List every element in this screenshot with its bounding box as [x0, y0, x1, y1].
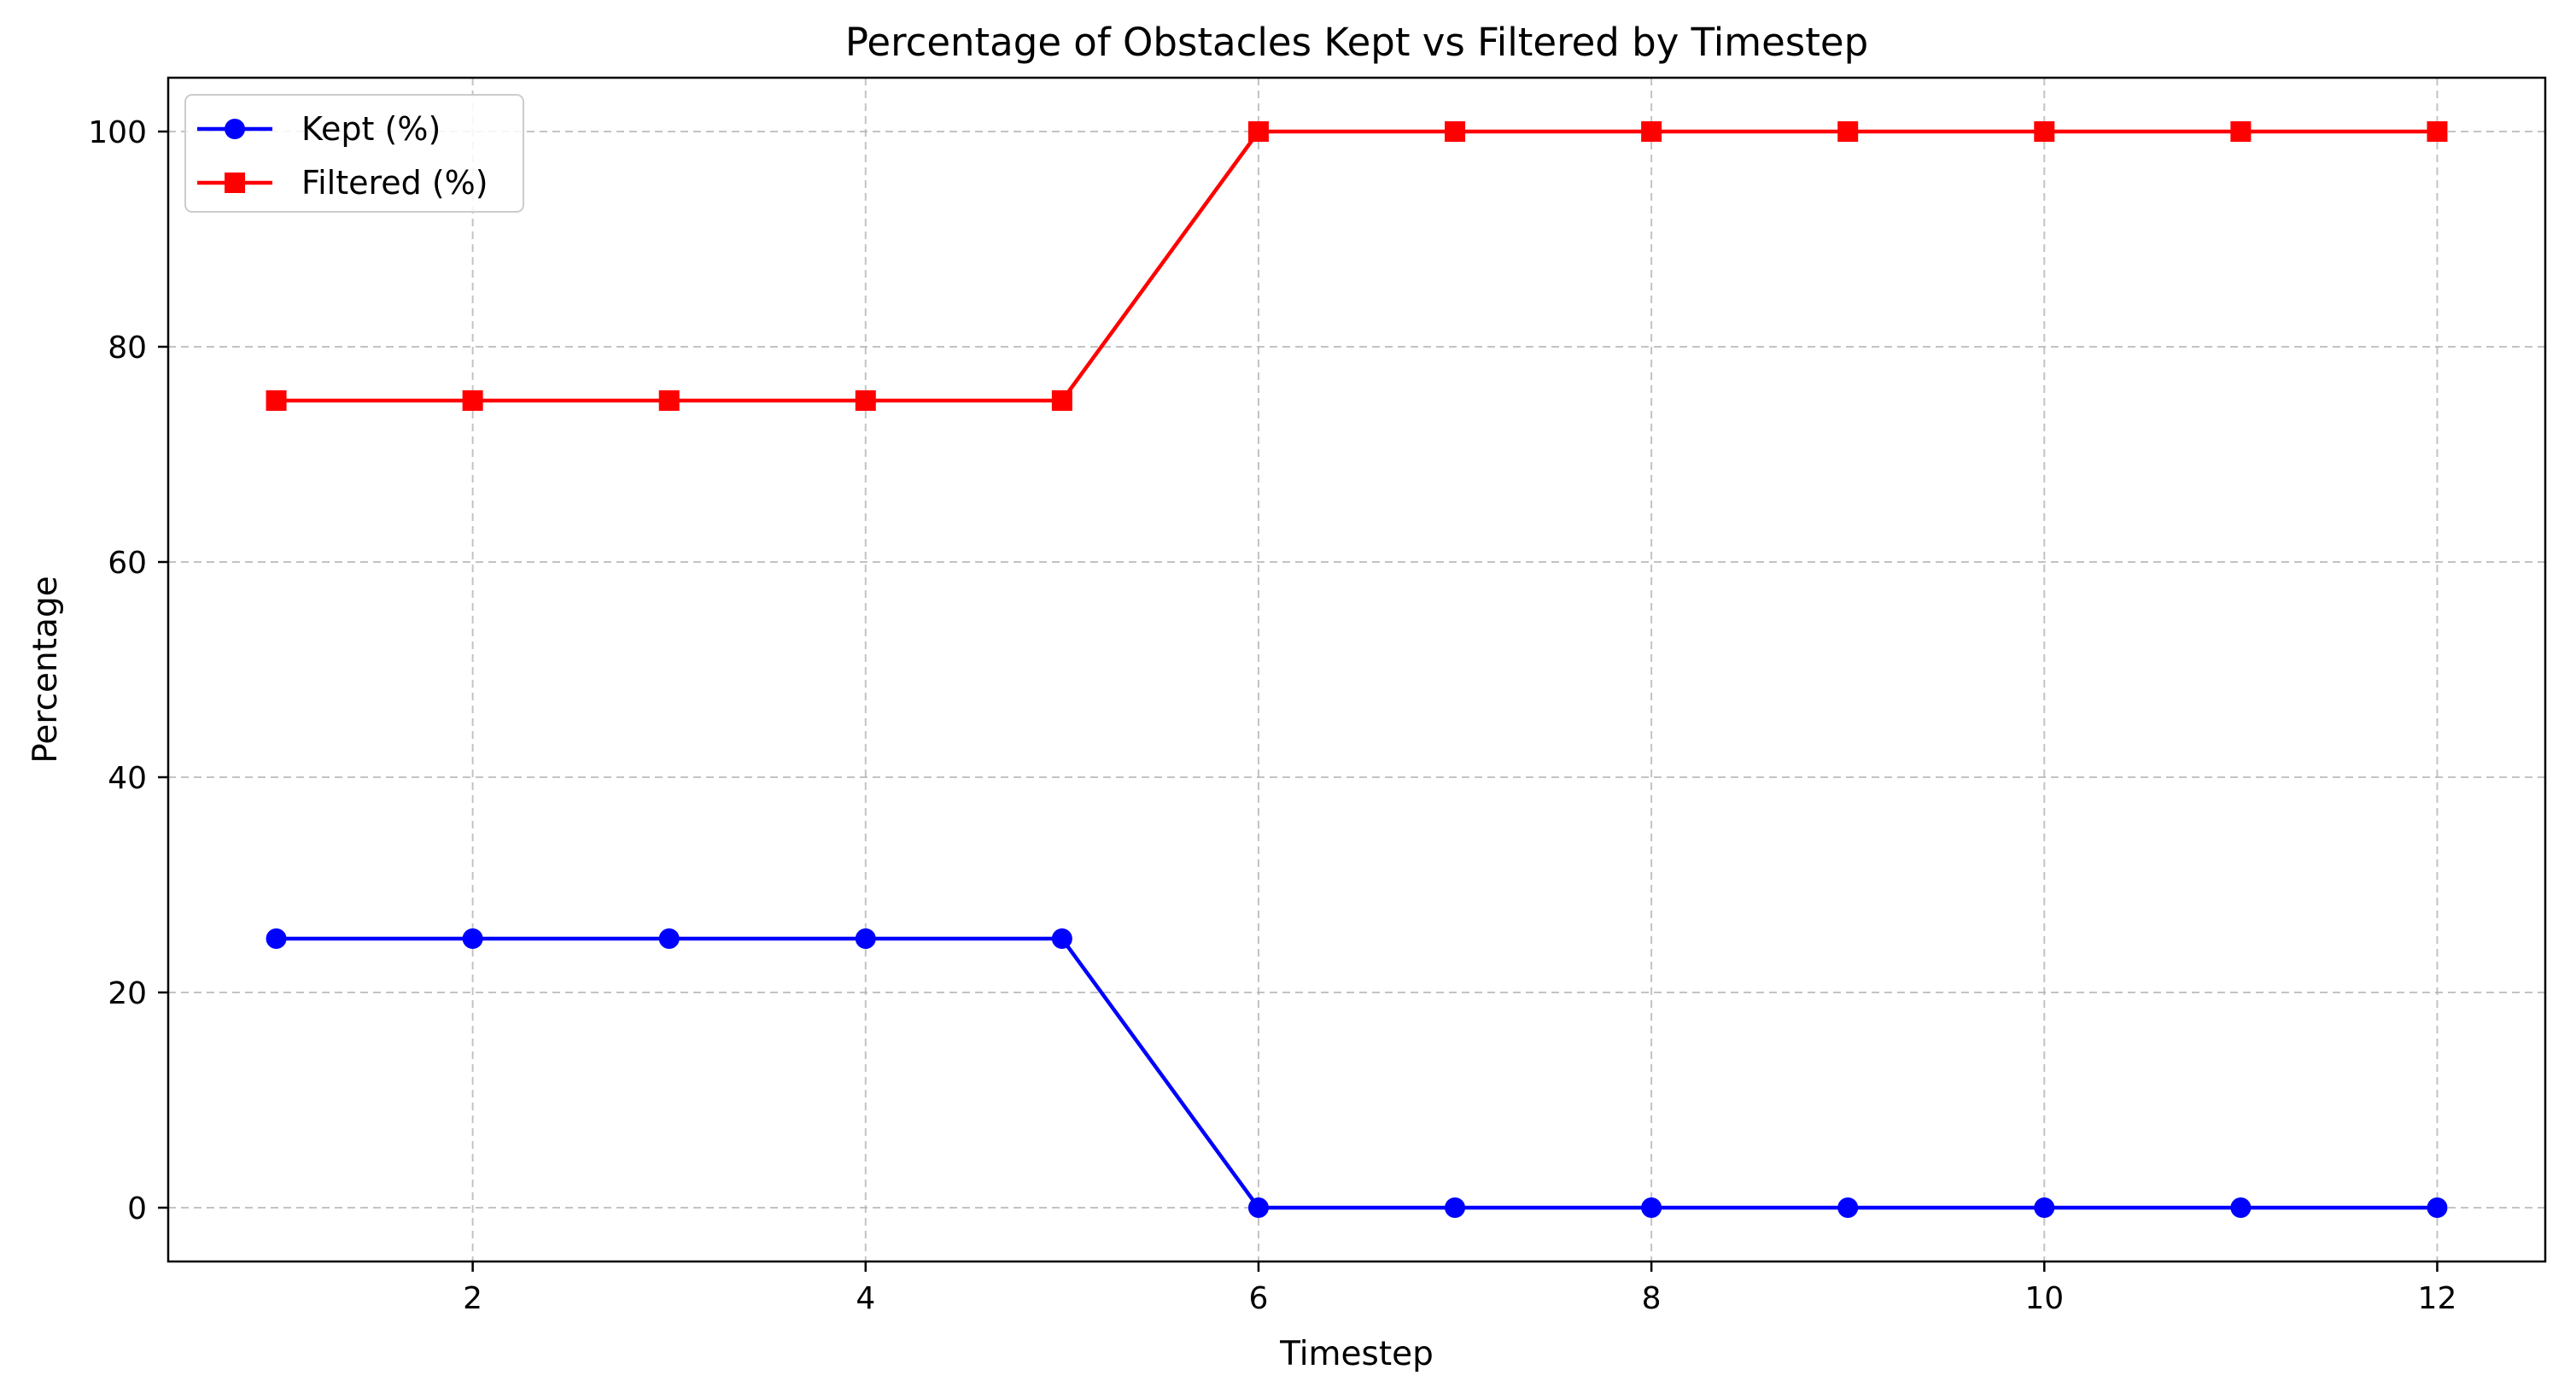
square-marker	[2230, 121, 2252, 142]
square-marker	[2427, 121, 2448, 142]
circle-marker	[855, 928, 876, 949]
circle-marker	[2034, 1197, 2055, 1218]
y-tick-label: 40	[108, 761, 147, 796]
x-tick-label: 12	[2418, 1281, 2457, 1316]
square-marker	[1445, 121, 1466, 142]
square-marker	[462, 390, 483, 411]
axes: 2 4 6 8 10 12 0 20 40 60 80 100	[88, 115, 2456, 1316]
square-marker	[2034, 121, 2055, 142]
circle-marker	[2230, 1197, 2252, 1218]
legend-label: Filtered (%)	[301, 164, 488, 202]
y-tick-label: 60	[108, 546, 147, 581]
legend-item: Kept (%)	[197, 110, 441, 148]
y-axis-title: Percentage	[26, 576, 65, 763]
legend: Kept (%) Filtered (%)	[184, 94, 524, 213]
y-tick-label: 20	[108, 976, 147, 1011]
series-line	[276, 129, 2438, 403]
series-kept	[266, 928, 2448, 1218]
legend-label: Kept (%)	[301, 110, 441, 148]
y-tick-label: 0	[127, 1191, 147, 1226]
square-marker	[1247, 121, 1269, 142]
grid-lines	[168, 78, 2545, 1261]
circle-marker	[658, 928, 680, 949]
circle-marker	[462, 928, 483, 949]
circle-marker	[1247, 1197, 1269, 1218]
circle-marker	[1445, 1197, 1466, 1218]
y-tick-label: 100	[88, 115, 147, 150]
square-marker	[1837, 121, 1859, 142]
square-marker	[855, 390, 876, 411]
circle-marker	[1051, 928, 1072, 949]
legend-square-marker	[225, 173, 245, 193]
circle-marker	[2427, 1197, 2448, 1218]
circle-marker	[1641, 1197, 1662, 1218]
series-line	[276, 936, 2438, 1210]
x-tick-label: 6	[1249, 1281, 1269, 1316]
circle-marker	[1837, 1197, 1859, 1218]
plot-frame	[166, 76, 2547, 1263]
x-axis-title: Timestep	[1279, 1335, 1434, 1373]
x-tick-label: 2	[463, 1281, 482, 1316]
square-marker	[1641, 121, 1662, 142]
legend-item: Filtered (%)	[197, 164, 488, 202]
square-marker	[266, 390, 287, 411]
chart-title: Percentage of Obstacles Kept vs Filtered…	[845, 20, 1868, 65]
circle-marker	[266, 928, 287, 949]
y-tick-label: 80	[108, 331, 147, 366]
x-tick-label: 4	[856, 1281, 875, 1316]
square-marker	[1051, 390, 1072, 411]
square-marker	[658, 390, 680, 411]
series-filtered	[266, 121, 2448, 411]
legend-circle-marker	[225, 119, 245, 139]
x-tick-label: 8	[1642, 1281, 1662, 1316]
x-tick-label: 10	[2024, 1281, 2064, 1316]
series-group	[266, 121, 2448, 1218]
